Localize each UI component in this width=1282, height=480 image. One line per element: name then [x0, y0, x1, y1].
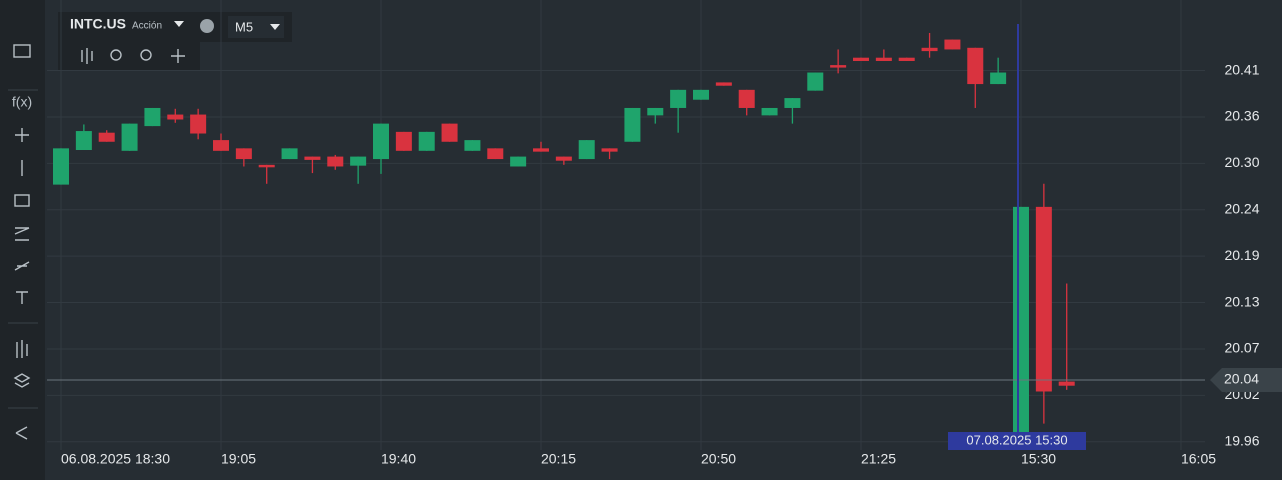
candle-body	[807, 72, 824, 91]
candle-body	[53, 148, 69, 185]
x-tick-label: 06.08.2025 18:30	[61, 451, 170, 467]
candle-body	[350, 156, 367, 166]
symbol-dropdown[interactable]	[174, 21, 184, 27]
candle-body	[1058, 381, 1075, 386]
asset-type: Acción	[132, 21, 162, 32]
info-icon[interactable]	[200, 19, 214, 33]
candle-body	[190, 114, 207, 134]
candle-body	[167, 114, 184, 120]
x-tick-label: 21:25	[861, 451, 896, 467]
candle-body	[601, 148, 618, 152]
indicator-icon[interactable]: f(x)	[12, 94, 32, 110]
x-tick-label: 19:05	[221, 451, 256, 467]
candle-body	[738, 89, 755, 108]
candle-body	[510, 156, 527, 167]
candle-body	[990, 72, 1007, 85]
candle-body	[578, 140, 595, 160]
y-tick-label: 20.19	[1224, 247, 1259, 263]
candle-body	[98, 132, 115, 142]
y-tick-label: 20.07	[1224, 340, 1259, 356]
x-tick-label: 16:05	[1181, 451, 1216, 467]
x-tick-label: 20:50	[701, 451, 736, 467]
toolbar-separator	[8, 89, 38, 409]
candle-type-icon[interactable]	[81, 48, 93, 64]
timeframe[interactable]: M5	[235, 19, 253, 34]
plot-area	[47, 0, 1205, 450]
candle-body	[967, 47, 984, 85]
candle-body	[670, 89, 687, 108]
timeframe-box[interactable]	[228, 16, 284, 38]
candle-body	[715, 82, 732, 86]
candle-body	[327, 156, 344, 167]
candle-body	[281, 148, 298, 160]
candle-body	[532, 148, 549, 152]
zoom-in[interactable]	[140, 49, 152, 61]
y-tick-label: 20.41	[1224, 61, 1259, 77]
symbol[interactable]: INTC.US	[70, 16, 126, 32]
candle-body	[944, 39, 961, 50]
price-axis	[1205, 0, 1282, 480]
candle-body	[875, 57, 892, 61]
candle-body	[258, 164, 275, 168]
x-tick-label: 19:40	[381, 451, 416, 467]
candle-body	[121, 123, 138, 151]
y-tick-label: 20.13	[1224, 293, 1259, 309]
price-tag	[1210, 367, 1282, 392]
crosshair-tool[interactable]	[15, 128, 29, 142]
candle-body	[852, 57, 869, 61]
candle-body	[372, 123, 389, 160]
candle-body	[1035, 206, 1052, 392]
chart-type-icon[interactable]	[16, 340, 28, 358]
layers-icon[interactable]	[13, 373, 31, 388]
x-tick-label: 20:15	[541, 451, 576, 467]
candle-body	[464, 140, 481, 151]
y-tick-label: 20.30	[1224, 154, 1259, 170]
y-tick-label: 19.96	[1224, 432, 1259, 448]
candle-body	[212, 140, 229, 151]
x-tick-label: 15:30	[1021, 451, 1056, 467]
candle-body	[692, 89, 709, 100]
text-tool[interactable]	[16, 291, 28, 304]
y-tick-label: 20.36	[1224, 108, 1259, 124]
candle-body	[784, 98, 801, 108]
crosshair-tag	[948, 432, 1086, 450]
candle-body	[304, 156, 321, 160]
pan-icon[interactable]	[171, 49, 185, 63]
candle-body	[921, 47, 938, 52]
candle-body	[555, 156, 572, 161]
tool-icons: f(x)	[8, 44, 38, 440]
fib-tool[interactable]	[14, 227, 30, 241]
candle-body	[761, 107, 778, 116]
zoom-out[interactable]	[110, 49, 122, 61]
crosshair-label: 07.08.2025 15:30	[966, 432, 1067, 447]
candle-body	[418, 131, 435, 151]
price-label: 20.04	[1224, 371, 1259, 387]
pitchfork-tool[interactable]	[14, 261, 30, 271]
candle-body	[624, 107, 641, 142]
share-icon[interactable]	[15, 426, 28, 440]
candle-body	[395, 131, 412, 151]
candle-body	[75, 131, 92, 150]
candle-body	[235, 148, 252, 160]
timeframe-dropdown	[270, 24, 280, 30]
candle-body	[647, 107, 664, 116]
candle-body	[144, 107, 161, 127]
y-tick-label: 20.24	[1224, 200, 1259, 216]
candle-body	[898, 57, 915, 61]
candle-body	[830, 65, 847, 68]
candle-body	[441, 123, 458, 142]
candle-body	[1012, 206, 1029, 450]
candle-body	[487, 148, 504, 160]
rect-tool[interactable]	[14, 194, 30, 207]
layout-icon[interactable]	[13, 44, 31, 58]
